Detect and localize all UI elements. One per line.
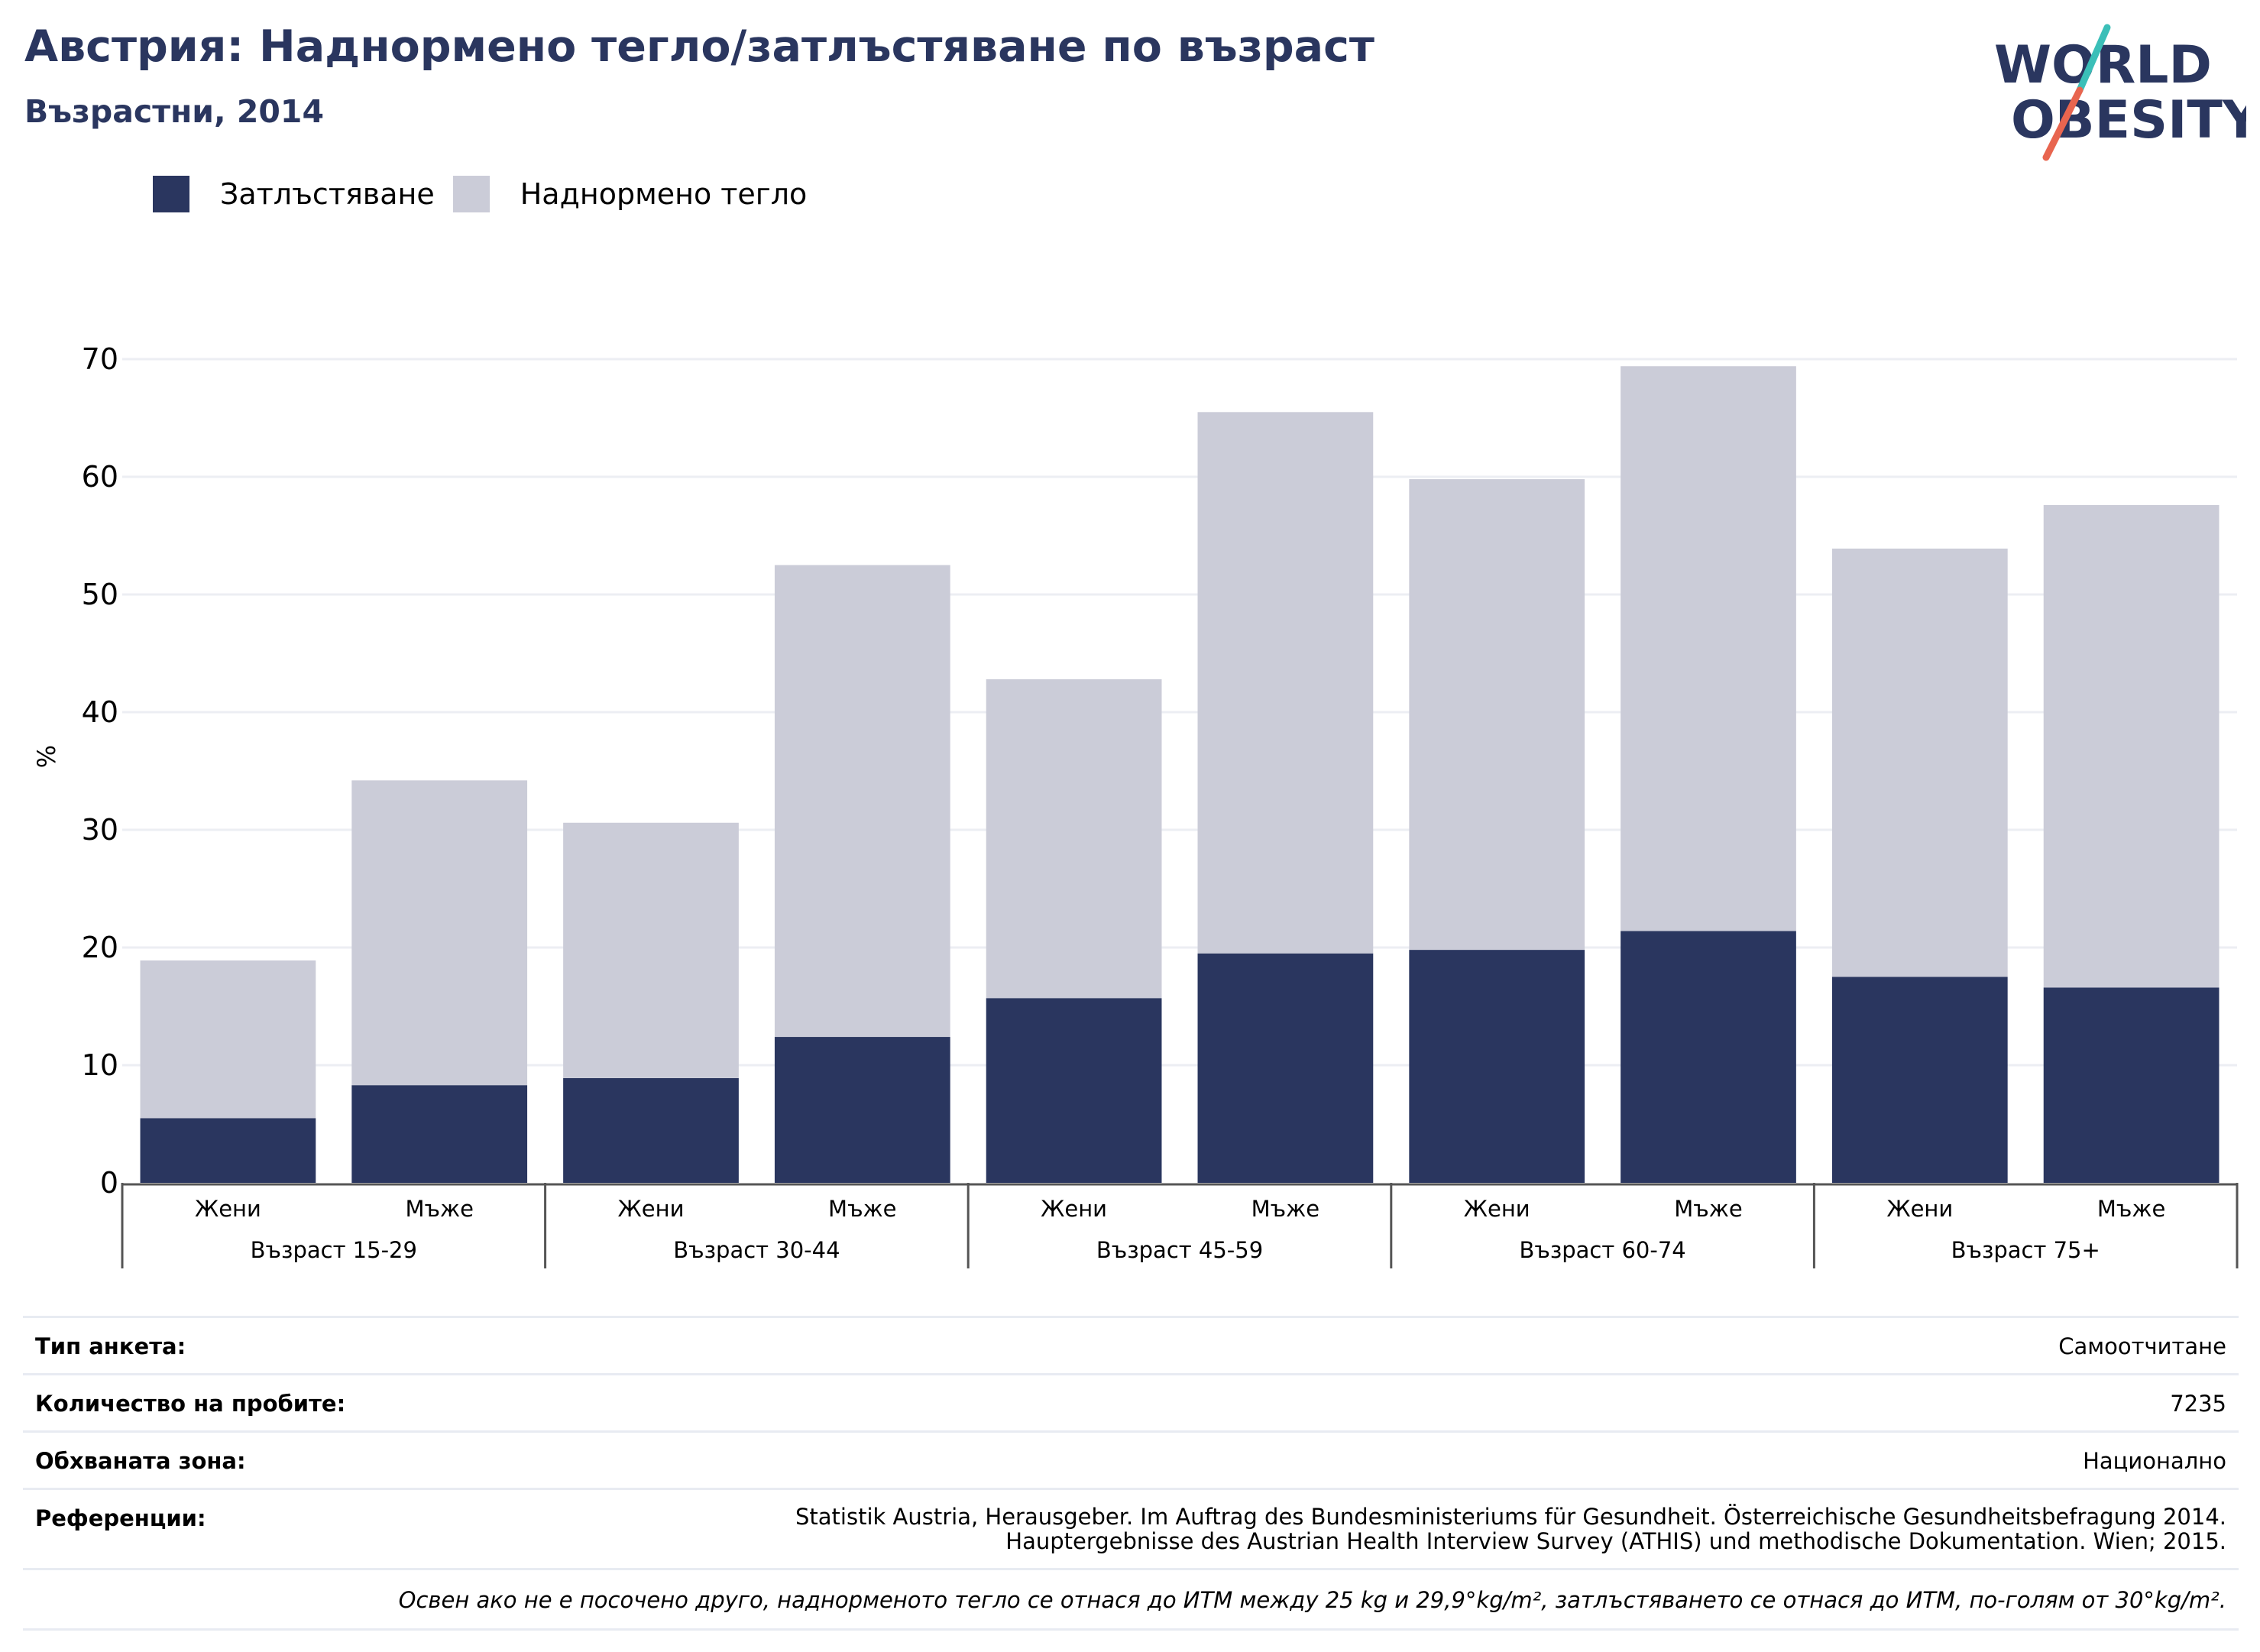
bar-overweight xyxy=(774,565,950,1038)
x-category-label: Жени xyxy=(1464,1196,1530,1222)
info-label-references: Референции: xyxy=(35,1505,206,1531)
info-label-survey-type: Тип анкета: xyxy=(35,1333,186,1359)
bar-obesity xyxy=(1621,931,1796,1183)
bar-obesity xyxy=(986,998,1162,1183)
legend-item-overweight: Наднормено тегло xyxy=(452,176,808,212)
x-category-label: Мъже xyxy=(1251,1196,1319,1222)
info-value-sample-size: 7235 xyxy=(2170,1391,2226,1417)
logo-text-obesity: OBESITY xyxy=(2011,90,2246,151)
bar-obesity xyxy=(1831,977,2008,1183)
bar-obesity xyxy=(1409,950,1585,1183)
y-tick-label: 70 xyxy=(82,342,118,376)
x-group-label: Възраст 60-74 xyxy=(1519,1237,1685,1263)
x-category-label: Жени xyxy=(618,1196,685,1222)
bmi-definition-note: Освен ако не е посочено друго, наднормен… xyxy=(23,1570,2239,1631)
y-tick-label: 40 xyxy=(82,695,118,729)
info-row-sample-size: Количество на пробите: 7235 xyxy=(23,1375,2239,1433)
x-group-label: Възраст 15-29 xyxy=(251,1237,417,1263)
bar-obesity xyxy=(140,1118,316,1183)
legend-label-obesity: Затлъстяване xyxy=(220,177,435,211)
logo-slash-bottom xyxy=(2042,86,2084,161)
survey-info-table: Тип анкета: Самоотчитане Количество на п… xyxy=(23,1316,2239,1631)
legend-swatch-obesity xyxy=(153,176,189,212)
x-category-label: Мъже xyxy=(405,1196,473,1222)
y-tick-label: 20 xyxy=(82,931,118,964)
bar-overweight xyxy=(2043,504,2220,988)
reference-line-1: Statistik Austria, Herausgeber. Im Auftr… xyxy=(795,1504,2226,1530)
y-axis-label: % xyxy=(32,745,61,768)
y-tick-label: 30 xyxy=(82,813,118,847)
y-tick-label: 50 xyxy=(82,578,118,611)
bar-overweight xyxy=(351,780,528,1086)
info-label-sample-size: Количество на пробите: xyxy=(35,1391,346,1417)
x-category-label: Жени xyxy=(195,1196,261,1222)
bar-overweight xyxy=(1409,479,1585,951)
info-row-references: Референции: Statistik Austria, Herausgeb… xyxy=(23,1490,2239,1570)
info-label-area: Обхваната зона: xyxy=(35,1448,246,1474)
chart-subtitle: Възрастни, 2014 xyxy=(24,93,324,130)
x-category-label: Мъже xyxy=(2097,1196,2165,1222)
chart-title: Австрия: Наднормено тегло/затлъстяване п… xyxy=(24,21,1374,72)
y-tick-label: 0 xyxy=(100,1166,118,1200)
bar-overweight xyxy=(563,822,739,1078)
legend-label-overweight: Наднормено тегло xyxy=(520,177,808,211)
y-tick-label: 60 xyxy=(82,460,118,494)
x-group-label: Възраст 30-44 xyxy=(673,1237,840,1263)
bar-obesity xyxy=(563,1077,739,1183)
world-obesity-logo: WORLD OBESITY xyxy=(1994,24,2246,161)
x-category-label: Жени xyxy=(1041,1196,1107,1222)
bar-obesity xyxy=(1197,953,1374,1183)
bar-overweight xyxy=(1197,412,1374,954)
legend-item-obesity: Затлъстяване xyxy=(153,176,435,212)
stacked-bar-chart: 0 10 20 30 40 50 60 70% Жени Мъже Жени Мъже Жени Мъже… xyxy=(32,342,2239,1268)
info-value-area: Национално xyxy=(2083,1448,2226,1474)
bar-overweight xyxy=(1621,366,1796,931)
x-category-label: Мъже xyxy=(1674,1196,1742,1222)
x-group-label: Възраст 45-59 xyxy=(1096,1237,1263,1263)
y-tick-label: 10 xyxy=(82,1048,118,1082)
info-value-survey-type: Самоотчитане xyxy=(2058,1333,2226,1359)
info-value-references: Statistik Austria, Herausgeber. Im Auftr… xyxy=(795,1505,2226,1554)
x-category-label: Мъже xyxy=(828,1196,896,1222)
info-row-survey-type: Тип анкета: Самоотчитане xyxy=(23,1318,2239,1375)
bar-overweight xyxy=(1831,548,2008,977)
bar-overweight xyxy=(986,679,1162,999)
info-row-area: Обхваната зона: Национално xyxy=(23,1433,2239,1490)
bar-obesity xyxy=(351,1085,528,1183)
bar-obesity xyxy=(774,1037,950,1183)
x-group-label: Възраст 75+ xyxy=(1951,1237,2100,1263)
legend-swatch-overweight xyxy=(452,176,490,212)
x-category-label: Жени xyxy=(1886,1196,1953,1222)
bar-overweight xyxy=(140,960,316,1119)
reference-line-2: Hauptergebnisse des Austrian Health Inte… xyxy=(1005,1527,2226,1554)
bar-obesity xyxy=(2043,987,2220,1183)
logo-slash-top xyxy=(2076,24,2111,94)
chart-legend: Затлъстяване Наднормено тегло xyxy=(153,176,825,212)
